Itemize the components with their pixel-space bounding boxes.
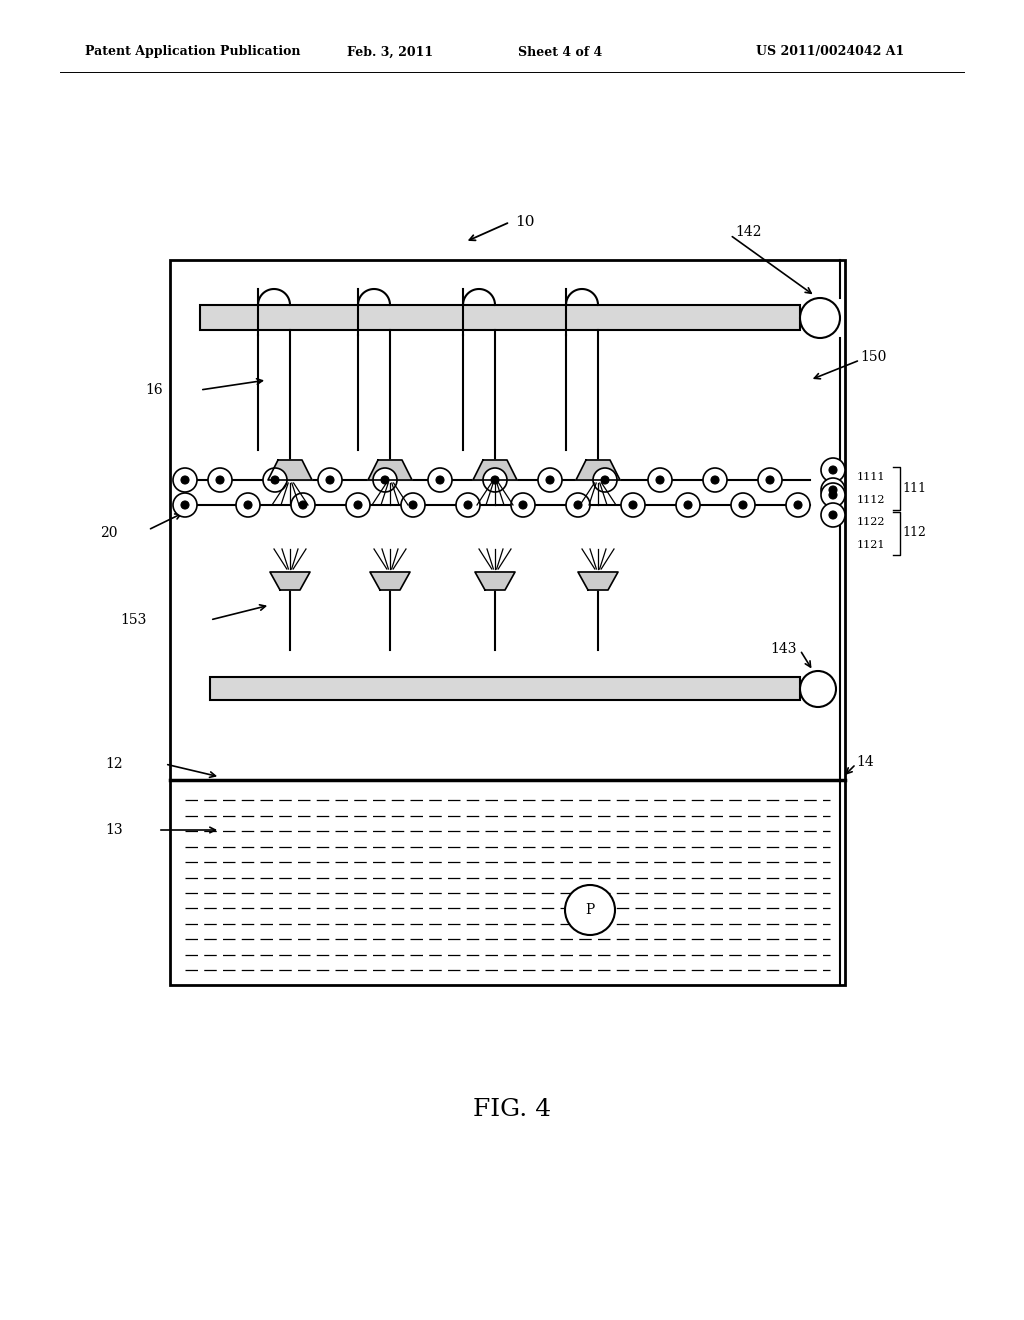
- Circle shape: [821, 483, 845, 507]
- Text: 20: 20: [100, 525, 118, 540]
- Text: 1121: 1121: [857, 540, 886, 550]
- Circle shape: [766, 477, 774, 484]
- Circle shape: [546, 477, 554, 484]
- Circle shape: [464, 502, 472, 510]
- Circle shape: [381, 477, 389, 484]
- Text: 12: 12: [105, 756, 123, 771]
- Circle shape: [299, 502, 307, 510]
- Text: Feb. 3, 2011: Feb. 3, 2011: [347, 45, 433, 58]
- Polygon shape: [475, 572, 515, 590]
- Circle shape: [648, 469, 672, 492]
- Text: FIG. 4: FIG. 4: [473, 1098, 551, 1122]
- Text: 1112: 1112: [857, 495, 886, 506]
- Circle shape: [829, 486, 837, 494]
- Text: 143: 143: [770, 642, 797, 656]
- Text: P: P: [586, 903, 595, 917]
- Circle shape: [538, 469, 562, 492]
- Text: 153: 153: [120, 612, 146, 627]
- Circle shape: [263, 469, 287, 492]
- Circle shape: [739, 502, 746, 510]
- Text: 16: 16: [145, 383, 163, 397]
- Circle shape: [703, 469, 727, 492]
- Text: US 2011/0024042 A1: US 2011/0024042 A1: [756, 45, 904, 58]
- Circle shape: [629, 502, 637, 510]
- Circle shape: [511, 492, 535, 517]
- Circle shape: [829, 491, 837, 499]
- Text: 112: 112: [902, 527, 926, 540]
- Circle shape: [354, 502, 362, 510]
- Polygon shape: [473, 459, 517, 480]
- Text: 13: 13: [105, 822, 123, 837]
- Circle shape: [271, 477, 279, 484]
- Circle shape: [519, 502, 527, 510]
- Circle shape: [291, 492, 315, 517]
- Circle shape: [794, 502, 802, 510]
- Circle shape: [483, 469, 507, 492]
- Circle shape: [800, 671, 836, 708]
- Text: 1122: 1122: [857, 517, 886, 527]
- Circle shape: [800, 298, 840, 338]
- Circle shape: [821, 458, 845, 482]
- Text: Sheet 4 of 4: Sheet 4 of 4: [518, 45, 602, 58]
- Polygon shape: [268, 459, 312, 480]
- Circle shape: [684, 502, 692, 510]
- Circle shape: [236, 492, 260, 517]
- Bar: [210, 677, 800, 700]
- Circle shape: [829, 511, 837, 519]
- Text: 10: 10: [515, 215, 535, 228]
- Text: 142: 142: [735, 224, 762, 239]
- Circle shape: [566, 492, 590, 517]
- Polygon shape: [575, 459, 620, 480]
- Polygon shape: [578, 572, 618, 590]
- Circle shape: [621, 492, 645, 517]
- Circle shape: [181, 477, 189, 484]
- Text: 1111: 1111: [857, 473, 886, 482]
- Circle shape: [829, 466, 837, 474]
- Polygon shape: [370, 572, 410, 590]
- Circle shape: [173, 469, 197, 492]
- Circle shape: [326, 477, 334, 484]
- Circle shape: [173, 492, 197, 517]
- Circle shape: [593, 469, 617, 492]
- Circle shape: [409, 502, 417, 510]
- Circle shape: [318, 469, 342, 492]
- Text: 111: 111: [902, 483, 926, 495]
- Text: 150: 150: [860, 350, 887, 364]
- Circle shape: [731, 492, 755, 517]
- Circle shape: [821, 503, 845, 527]
- Circle shape: [244, 502, 252, 510]
- Circle shape: [565, 884, 615, 935]
- Text: 14: 14: [856, 755, 873, 770]
- Circle shape: [346, 492, 370, 517]
- Bar: [170, 260, 845, 985]
- Circle shape: [208, 469, 232, 492]
- Circle shape: [490, 477, 499, 484]
- Text: Patent Application Publication: Patent Application Publication: [85, 45, 300, 58]
- Circle shape: [181, 502, 189, 510]
- Circle shape: [456, 492, 480, 517]
- Circle shape: [786, 492, 810, 517]
- Circle shape: [216, 477, 224, 484]
- Polygon shape: [270, 572, 310, 590]
- Circle shape: [428, 469, 452, 492]
- Bar: [200, 305, 800, 330]
- Circle shape: [821, 478, 845, 502]
- Circle shape: [574, 502, 582, 510]
- Circle shape: [436, 477, 444, 484]
- Circle shape: [401, 492, 425, 517]
- Polygon shape: [368, 459, 412, 480]
- Circle shape: [373, 469, 397, 492]
- Circle shape: [656, 477, 664, 484]
- Circle shape: [676, 492, 700, 517]
- Circle shape: [711, 477, 719, 484]
- Circle shape: [601, 477, 609, 484]
- Circle shape: [758, 469, 782, 492]
